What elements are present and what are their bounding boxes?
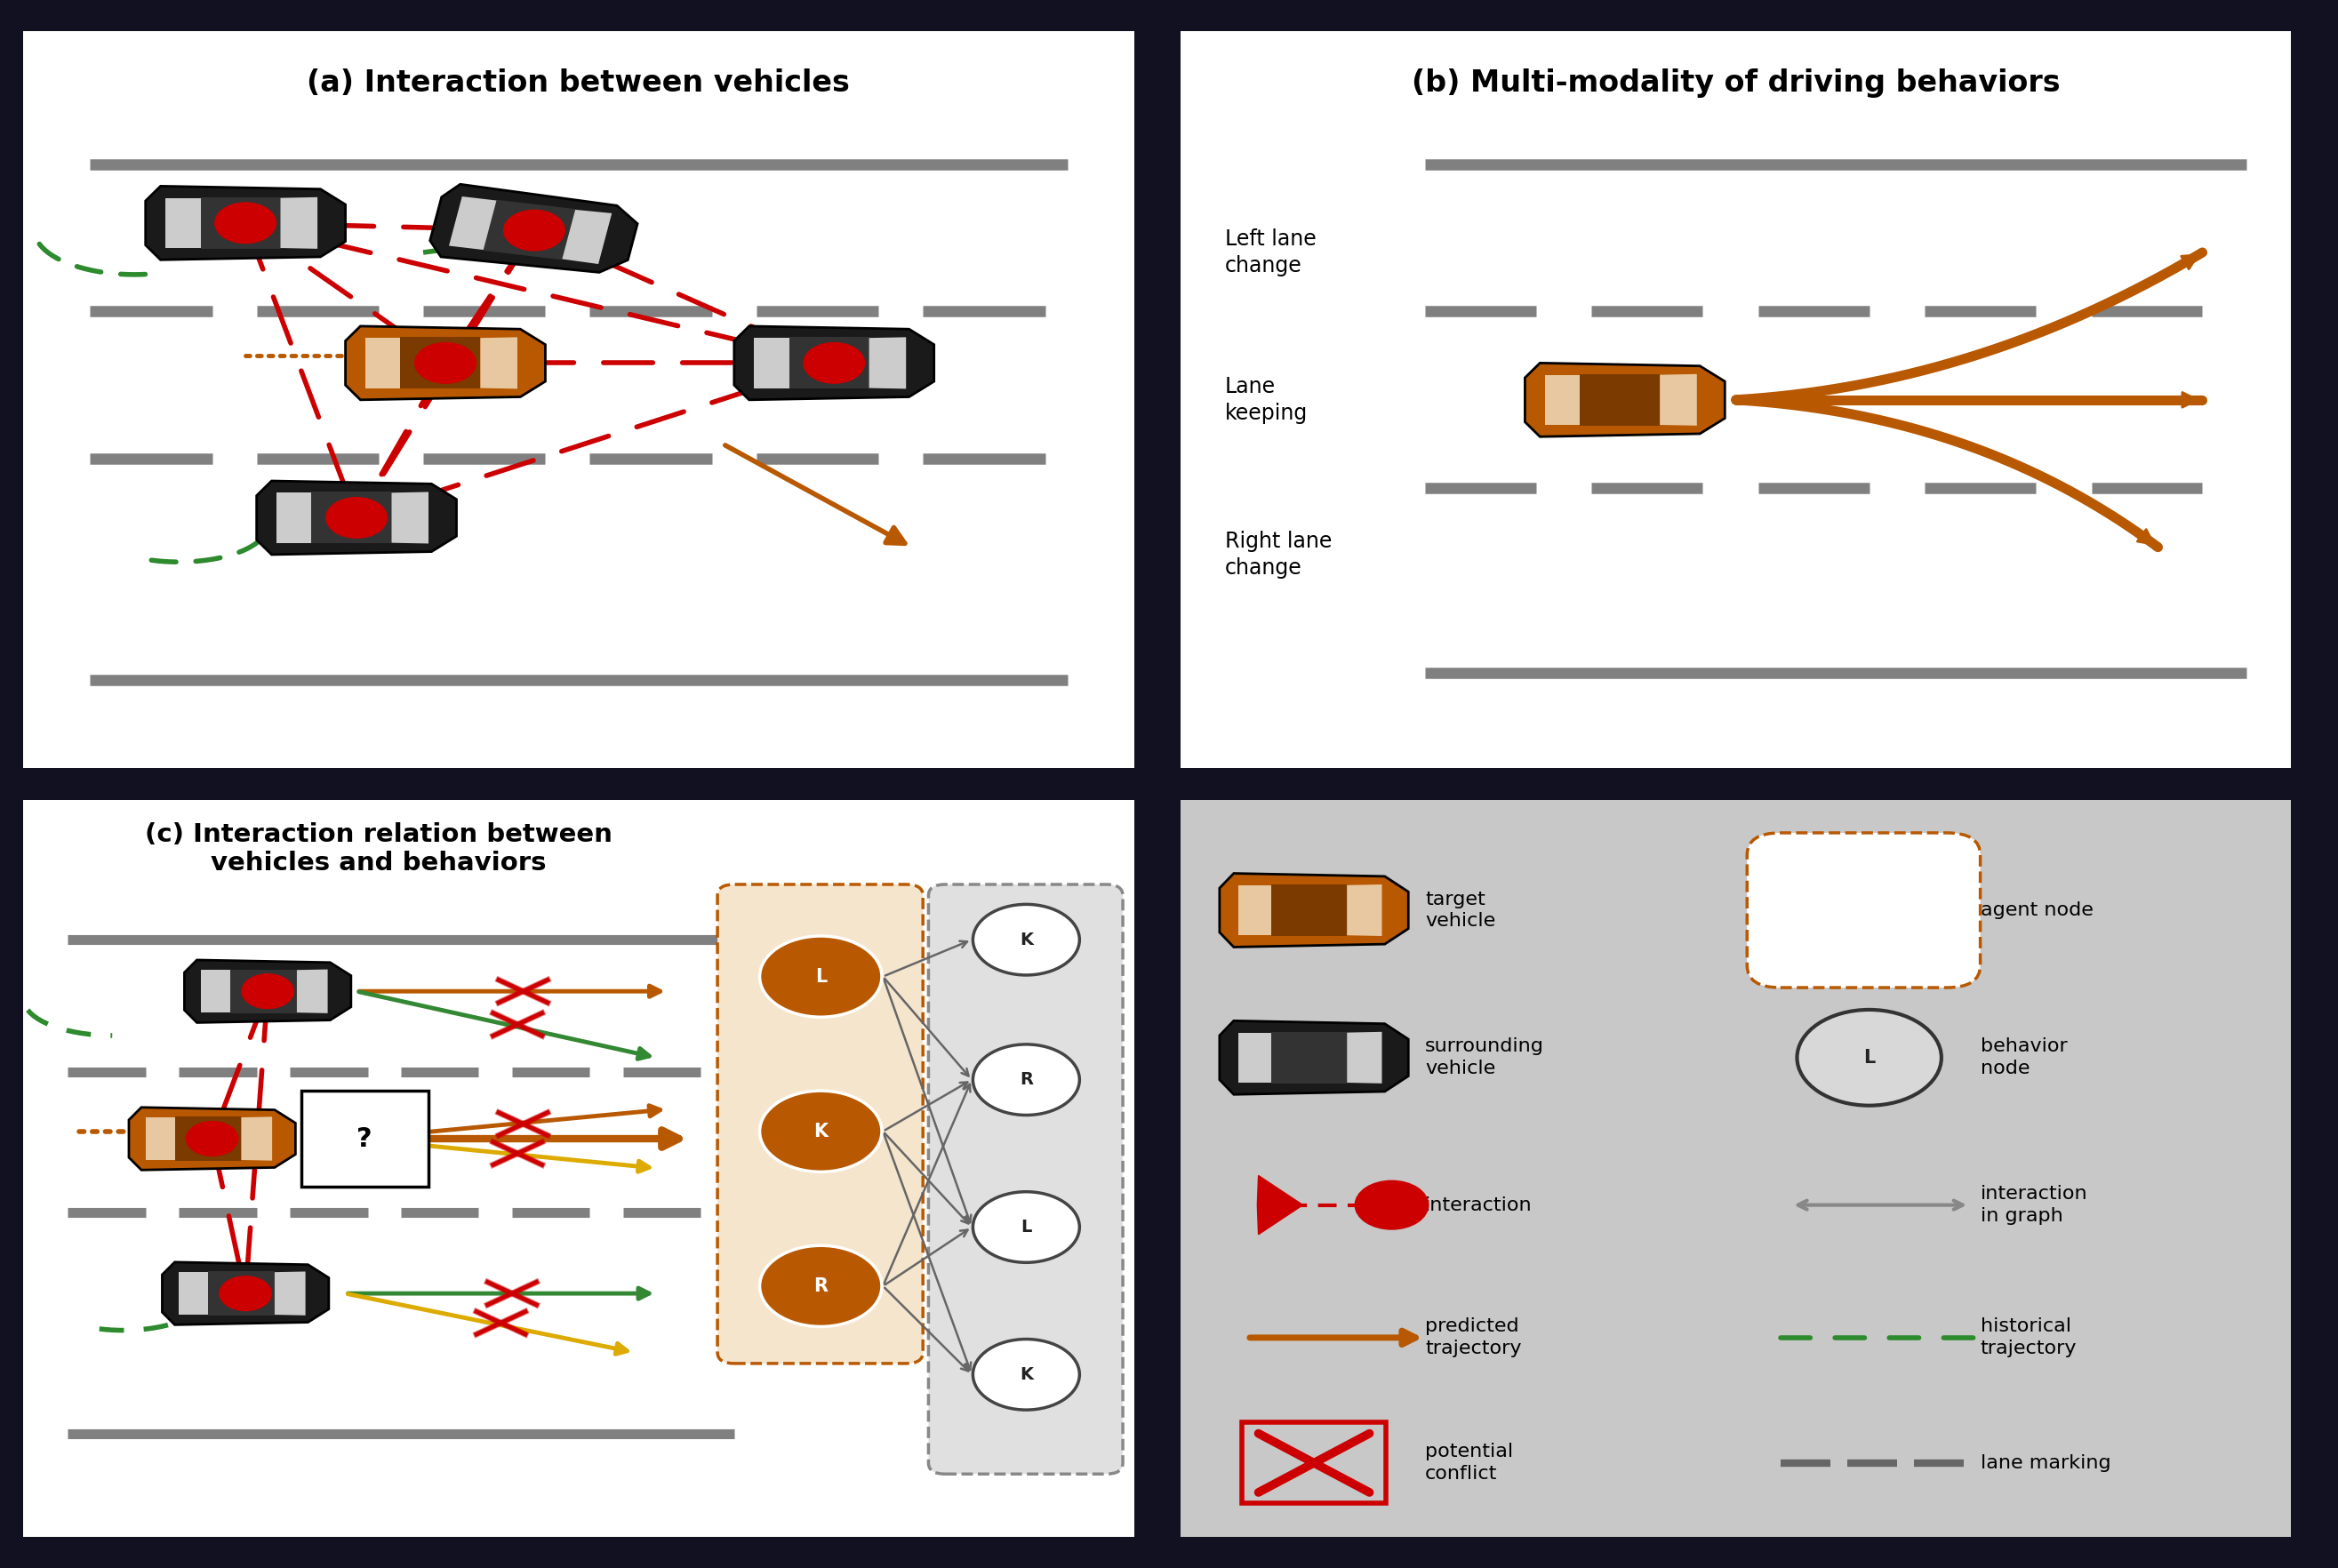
Text: lane marking: lane marking xyxy=(1980,1454,2111,1472)
Polygon shape xyxy=(1545,375,1580,425)
Polygon shape xyxy=(734,326,933,400)
Polygon shape xyxy=(241,1116,271,1160)
Polygon shape xyxy=(185,960,351,1022)
Polygon shape xyxy=(145,1118,175,1160)
Polygon shape xyxy=(229,969,297,1013)
Text: K: K xyxy=(1019,1366,1033,1383)
Polygon shape xyxy=(755,339,790,387)
Text: interaction: interaction xyxy=(1426,1196,1531,1214)
FancyBboxPatch shape xyxy=(302,1091,428,1187)
Polygon shape xyxy=(790,337,870,389)
Polygon shape xyxy=(201,971,229,1013)
Text: K: K xyxy=(814,1123,828,1140)
FancyBboxPatch shape xyxy=(1164,789,2308,1548)
Circle shape xyxy=(414,343,477,383)
Circle shape xyxy=(804,343,865,383)
Text: (a) Interaction between vehicles: (a) Interaction between vehicles xyxy=(306,67,851,97)
Polygon shape xyxy=(1220,1021,1407,1094)
Text: behavior
node: behavior node xyxy=(1980,1038,2067,1077)
Polygon shape xyxy=(1220,873,1407,947)
Text: (b) Multi-modality of driving behaviors: (b) Multi-modality of driving behaviors xyxy=(1412,67,2060,97)
Circle shape xyxy=(187,1121,238,1156)
Polygon shape xyxy=(129,1107,295,1170)
Polygon shape xyxy=(430,185,638,273)
Text: predicted
trajectory: predicted trajectory xyxy=(1426,1317,1522,1358)
Text: ?: ? xyxy=(355,1126,372,1151)
Polygon shape xyxy=(161,1262,330,1325)
Polygon shape xyxy=(1347,1032,1382,1083)
Text: surrounding
vehicle: surrounding vehicle xyxy=(1426,1038,1543,1077)
Polygon shape xyxy=(870,337,907,389)
Polygon shape xyxy=(365,339,400,387)
Text: Left lane
change: Left lane change xyxy=(1225,229,1316,276)
Polygon shape xyxy=(145,187,346,260)
Circle shape xyxy=(760,936,881,1018)
Text: interaction
in graph: interaction in graph xyxy=(1980,1185,2088,1225)
Circle shape xyxy=(325,497,388,538)
Polygon shape xyxy=(166,198,201,248)
Polygon shape xyxy=(1660,375,1697,425)
Circle shape xyxy=(973,905,1080,975)
Polygon shape xyxy=(346,326,545,400)
FancyBboxPatch shape xyxy=(718,884,924,1364)
FancyBboxPatch shape xyxy=(1164,20,2308,779)
Text: Right lane
change: Right lane change xyxy=(1225,530,1333,579)
Polygon shape xyxy=(1347,884,1382,936)
FancyBboxPatch shape xyxy=(928,884,1122,1474)
Text: R: R xyxy=(1019,1071,1033,1088)
Polygon shape xyxy=(257,481,456,555)
Polygon shape xyxy=(479,337,517,389)
Text: L: L xyxy=(816,967,828,985)
Circle shape xyxy=(1798,1010,1941,1105)
Text: potential
conflict: potential conflict xyxy=(1426,1443,1513,1483)
Polygon shape xyxy=(276,492,311,543)
Text: K: K xyxy=(1019,931,1033,949)
Polygon shape xyxy=(180,1272,208,1314)
Polygon shape xyxy=(1580,375,1660,425)
Polygon shape xyxy=(297,969,327,1013)
Polygon shape xyxy=(208,1272,274,1316)
Text: (c) Interaction relation between
vehicles and behaviors: (c) Interaction relation between vehicle… xyxy=(145,822,613,875)
Polygon shape xyxy=(561,210,613,263)
Circle shape xyxy=(973,1044,1080,1115)
Polygon shape xyxy=(390,492,428,544)
FancyBboxPatch shape xyxy=(1746,833,1980,988)
Text: Lane
keeping: Lane keeping xyxy=(1225,376,1307,423)
Circle shape xyxy=(503,210,566,251)
Polygon shape xyxy=(1239,886,1272,935)
Circle shape xyxy=(1356,1181,1429,1229)
Polygon shape xyxy=(281,198,318,249)
Polygon shape xyxy=(1258,1176,1302,1234)
Polygon shape xyxy=(1239,1033,1272,1082)
Circle shape xyxy=(760,1245,881,1327)
Text: R: R xyxy=(814,1278,828,1295)
Circle shape xyxy=(973,1192,1080,1262)
Polygon shape xyxy=(175,1116,241,1160)
Text: L: L xyxy=(1022,1218,1031,1236)
Circle shape xyxy=(220,1276,271,1311)
Text: target
vehicle: target vehicle xyxy=(1426,891,1496,930)
Text: L: L xyxy=(1863,1049,1875,1066)
Polygon shape xyxy=(449,196,496,249)
Circle shape xyxy=(241,974,295,1008)
Polygon shape xyxy=(400,337,479,389)
FancyBboxPatch shape xyxy=(7,789,1150,1548)
Polygon shape xyxy=(1524,362,1725,436)
FancyBboxPatch shape xyxy=(7,20,1150,779)
Circle shape xyxy=(973,1339,1080,1410)
Polygon shape xyxy=(274,1272,306,1316)
Circle shape xyxy=(215,202,276,243)
Polygon shape xyxy=(201,198,281,249)
Polygon shape xyxy=(1272,884,1347,936)
Polygon shape xyxy=(484,199,575,260)
Text: agent node: agent node xyxy=(1980,902,2093,919)
Text: historical
trajectory: historical trajectory xyxy=(1980,1317,2076,1358)
Polygon shape xyxy=(311,492,390,544)
Polygon shape xyxy=(1272,1032,1347,1083)
Circle shape xyxy=(760,1091,881,1171)
